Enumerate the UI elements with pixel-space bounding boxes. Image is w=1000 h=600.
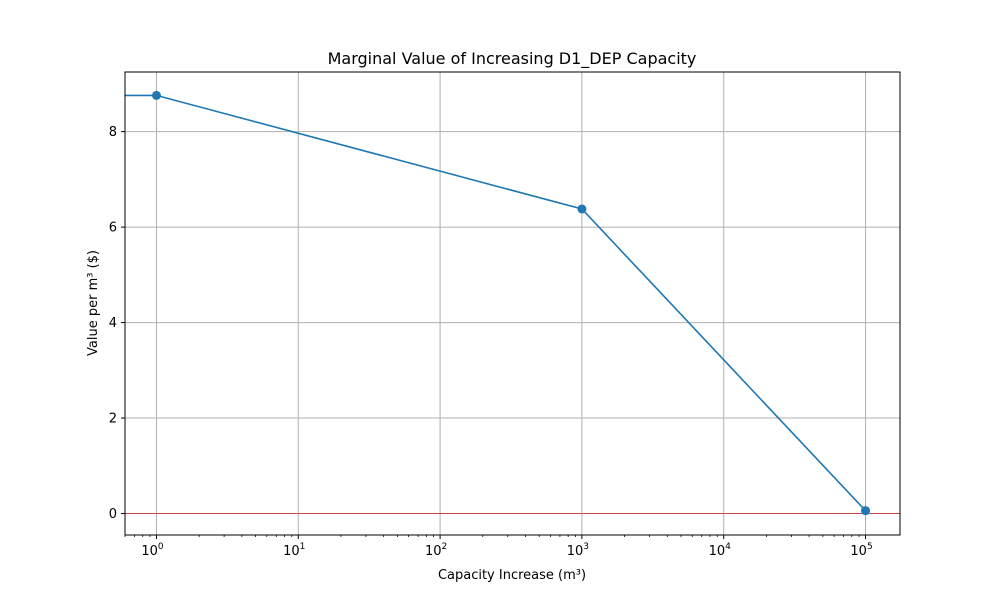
x-tick-label: 102: [425, 542, 447, 559]
y-tick-label: 8: [109, 125, 117, 140]
plot-frame: [124, 71, 901, 536]
y-axis-label: Value per m³ ($): [86, 250, 101, 356]
x-tick-label: 105: [850, 542, 872, 559]
y-tick-label: 0: [109, 507, 117, 522]
x-tick-label: 104: [709, 542, 732, 559]
x-tick-label: 103: [567, 542, 589, 559]
x-tick-label: 100: [141, 542, 164, 559]
y-tick-label: 6: [109, 221, 117, 236]
data-point: [151, 90, 161, 100]
x-axis-label: Capacity Increase (m³): [438, 568, 586, 583]
x-tick-label: 101: [283, 542, 305, 559]
y-tick-label: 4: [109, 316, 117, 331]
x-axis: 100 101 102 103 104 105: [124, 535, 873, 559]
data-point: [577, 204, 587, 214]
chart-title: Marginal Value of Increasing D1_DEP Capa…: [328, 49, 697, 69]
y-axis: 0 2 4 6 8: [109, 125, 125, 522]
y-tick-label: 2: [109, 412, 117, 427]
plot-area: [125, 90, 900, 516]
series-line: [125, 94, 867, 512]
data-point: [861, 506, 871, 516]
